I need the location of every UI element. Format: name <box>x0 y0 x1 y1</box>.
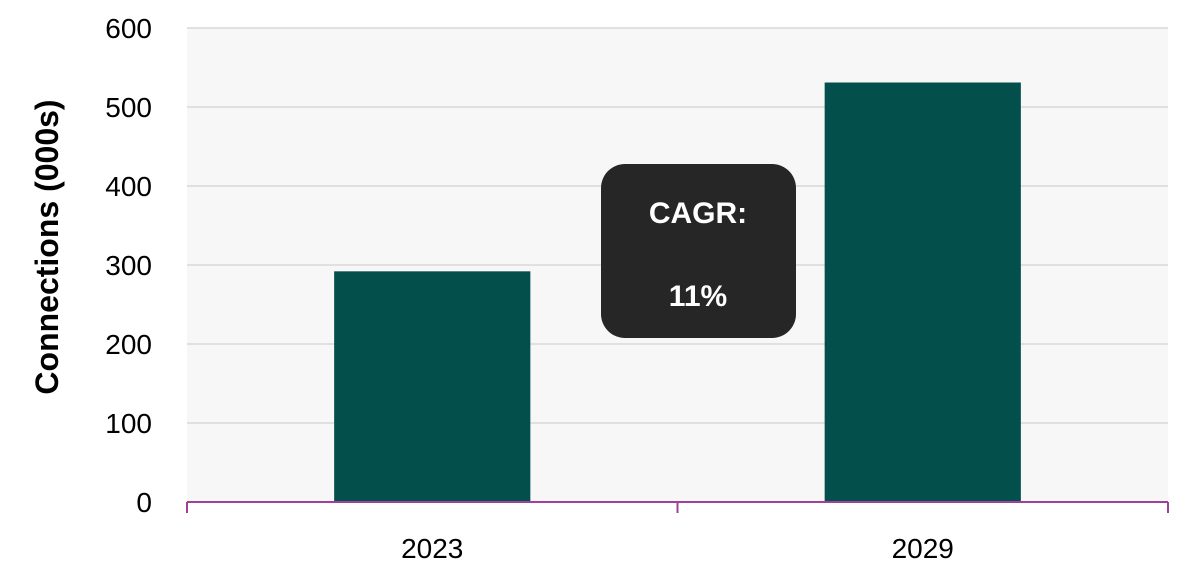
x-axis <box>186 501 1169 513</box>
y-tick-label: 300 <box>105 250 152 281</box>
bar-2029 <box>824 82 1021 502</box>
y-tick-label: 0 <box>136 487 152 518</box>
y-tick-label: 600 <box>105 13 152 44</box>
x-axis-ticks: 2023 2029 <box>401 533 954 564</box>
x-tick-label: 2029 <box>892 533 954 564</box>
y-tick-label: 200 <box>105 329 152 360</box>
bar-2023 <box>334 271 531 502</box>
cagr-callout-title: CAGR: <box>649 197 747 230</box>
bars <box>334 82 1021 502</box>
y-tick-label: 400 <box>105 171 152 202</box>
cagr-callout-box <box>601 164 796 338</box>
cagr-callout: CAGR: 11% <box>601 164 796 338</box>
y-tick-label: 100 <box>105 408 152 439</box>
y-axis-label: Connections (000s) <box>29 99 65 394</box>
y-axis-ticks: 0 100 200 300 400 500 600 <box>105 13 152 518</box>
x-tick-label: 2023 <box>401 533 463 564</box>
y-tick-label: 500 <box>105 92 152 123</box>
cagr-callout-value: 11% <box>669 280 727 313</box>
